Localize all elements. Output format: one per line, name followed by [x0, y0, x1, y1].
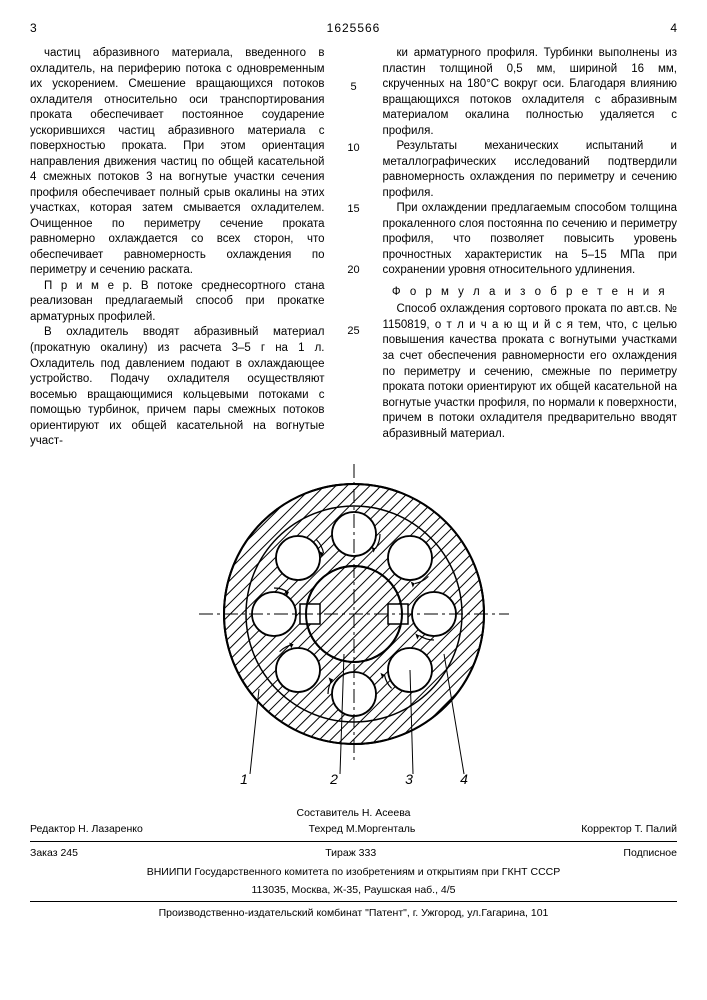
left-para-1: частиц абразивного материала, введенного… [30, 46, 325, 279]
line-num-15: 15 [345, 200, 363, 217]
svg-text:4: 4 [460, 771, 468, 787]
line-number-gutter: 5 10 15 20 25 [345, 46, 363, 449]
figure-cross-section: 1 2 3 4 [30, 464, 677, 800]
text-columns: частиц абразивного материала, введенного… [30, 46, 677, 449]
formula-text: Способ охлаждения сортового проката по а… [383, 302, 678, 442]
corrector: Корректор Т. Палий [581, 822, 677, 836]
org-line: ВНИИПИ Государственного комитета по изоб… [30, 865, 677, 879]
line-num-20: 20 [345, 261, 363, 278]
formula-title: Ф о р м у л а и з о б р е т е н и я [383, 285, 678, 301]
techred: Техред М.Моргенталь [143, 822, 581, 836]
svg-text:3: 3 [405, 771, 413, 787]
right-para-2: Результаты механических испытаний и мета… [383, 139, 678, 201]
line-num-10: 10 [345, 139, 363, 156]
left-column: частиц абразивного материала, введенного… [30, 46, 325, 449]
right-column: ки арматурного профиля. Турбинки выполне… [383, 46, 678, 449]
compiler: Составитель Н. Асеева [30, 806, 677, 820]
line-num-5: 5 [345, 78, 363, 95]
page-num-left: 3 [30, 20, 37, 36]
page-num-right: 4 [670, 20, 677, 36]
svg-text:2: 2 [329, 771, 338, 787]
sub: Подписное [623, 846, 677, 860]
divider-2 [30, 901, 677, 902]
line-num-25: 25 [345, 322, 363, 339]
right-para-1: ки арматурного профиля. Турбинки выполне… [383, 46, 678, 139]
left-para-3: В охладитель вводят абразивный материал … [30, 325, 325, 449]
credits-block: Составитель Н. Асеева Редактор Н. Лазаре… [30, 805, 677, 920]
figure-svg: 1 2 3 4 [174, 464, 534, 794]
svg-text:1: 1 [240, 771, 248, 787]
right-para-3: При охлаждении предлагаемым способом тол… [383, 201, 678, 279]
editor: Редактор Н. Лазаренко [30, 822, 143, 836]
page-header: 3 1625566 4 [30, 20, 677, 36]
addr-line: 113035, Москва, Ж-35, Раушская наб., 4/5 [30, 883, 677, 897]
left-para-2: П р и м е р. В потоке среднесортного ста… [30, 279, 325, 326]
printer-line: Производственно-издательский комбинат "П… [30, 906, 677, 920]
tirazh: Тираж 333 [325, 846, 376, 860]
patent-number: 1625566 [327, 20, 381, 36]
order-num: Заказ 245 [30, 846, 78, 860]
divider-1 [30, 841, 677, 842]
